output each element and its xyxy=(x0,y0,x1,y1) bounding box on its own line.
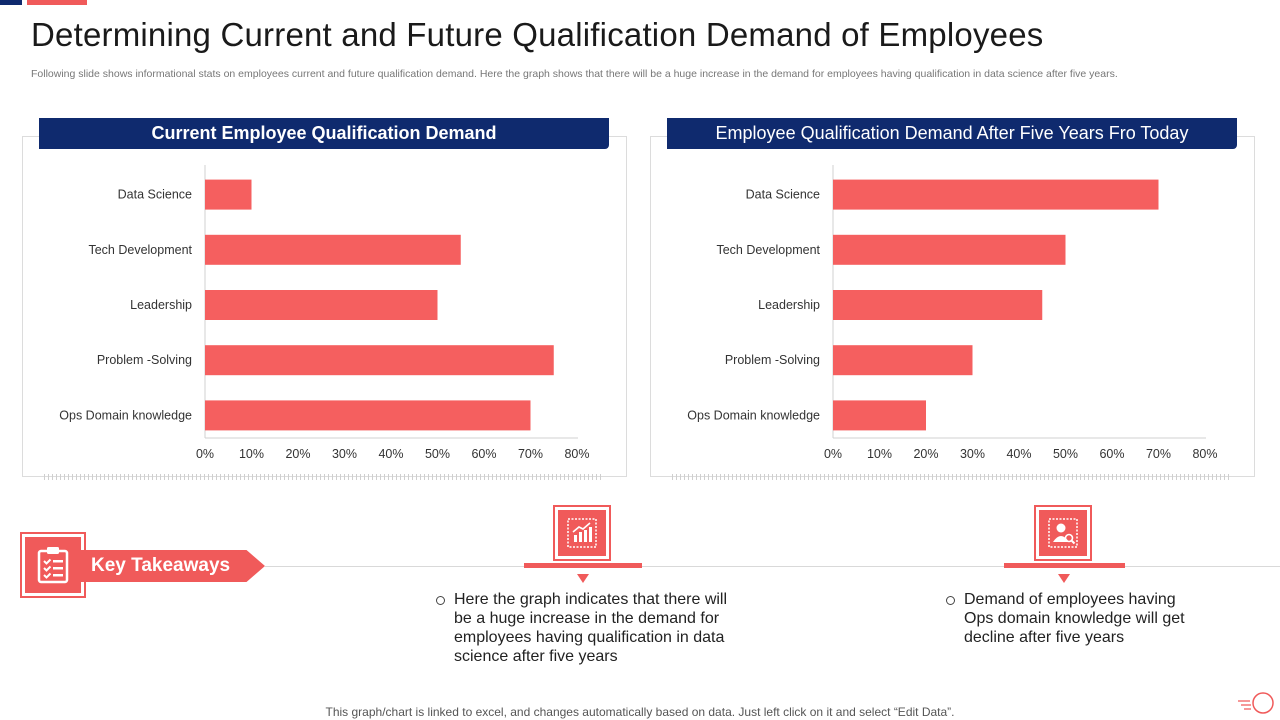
bullet-marker xyxy=(436,596,445,605)
feature-underline xyxy=(524,563,642,568)
bullet-marker xyxy=(946,596,955,605)
category-label: Tech Development xyxy=(716,243,820,257)
x-tick-label: 70% xyxy=(518,447,543,461)
x-tick-label: 20% xyxy=(913,447,938,461)
category-label: Problem -Solving xyxy=(97,353,192,367)
bar[interactable] xyxy=(205,234,461,265)
bar[interactable] xyxy=(833,234,1066,265)
bar[interactable] xyxy=(205,345,554,376)
x-tick-label: 10% xyxy=(239,447,264,461)
bar[interactable] xyxy=(205,290,438,320)
category-label: Leadership xyxy=(758,298,820,312)
x-tick-label: 10% xyxy=(867,447,892,461)
panel-footer-hatch xyxy=(672,474,1232,480)
category-label: Tech Development xyxy=(88,243,192,257)
future-demand-header: Employee Qualification Demand After Five… xyxy=(667,118,1237,149)
bar[interactable] xyxy=(205,400,531,431)
bar[interactable] xyxy=(833,400,926,431)
takeaway-text: Demand of employees having Ops domain kn… xyxy=(964,591,1185,646)
page-title: Determining Current and Future Qualifica… xyxy=(31,16,1044,53)
panel-footer-hatch xyxy=(44,474,604,480)
takeaway-item: Demand of employees having Ops domain kn… xyxy=(946,590,1196,647)
x-tick-label: 60% xyxy=(1099,447,1124,461)
user-search-icon xyxy=(1034,505,1092,561)
logo-icon xyxy=(1238,692,1274,714)
feature-underline xyxy=(1004,563,1125,568)
x-tick-label: 60% xyxy=(471,447,496,461)
category-label: Data Science xyxy=(118,188,192,202)
current-demand-chart[interactable]: Data Science Tech Development Leadership Pr… xyxy=(22,160,627,470)
takeaway-item: Here the graph indicates that there will… xyxy=(436,590,736,666)
bar[interactable] xyxy=(833,179,1159,210)
takeaways-divider xyxy=(265,566,1280,567)
page-subtitle: Following slide shows informational stat… xyxy=(31,68,1118,80)
x-tick-label: 40% xyxy=(378,447,403,461)
key-takeaways-label: Key Takeaways xyxy=(80,550,265,582)
feature-arrow xyxy=(577,574,589,583)
x-tick-label: 20% xyxy=(285,447,310,461)
x-tick-label: 30% xyxy=(332,447,357,461)
clipboard-icon xyxy=(20,532,86,598)
x-tick-label: 80% xyxy=(564,447,589,461)
top-accent-blue xyxy=(0,0,22,5)
bar-chart-icon xyxy=(553,505,611,561)
x-tick-label: 50% xyxy=(1053,447,1078,461)
bar[interactable] xyxy=(833,290,1043,320)
x-tick-label: 80% xyxy=(1192,447,1217,461)
x-tick-label: 40% xyxy=(1006,447,1031,461)
x-tick-label: 50% xyxy=(425,447,450,461)
x-tick-label: 30% xyxy=(960,447,985,461)
x-tick-label: 70% xyxy=(1146,447,1171,461)
future-demand-chart-svg: Data Science Tech Development Leadership Pr… xyxy=(687,165,1218,461)
category-label: Ops Domain knowledge xyxy=(687,408,820,422)
bar[interactable] xyxy=(833,345,973,376)
category-label: Leadership xyxy=(130,298,192,312)
feature-arrow xyxy=(1058,574,1070,583)
current-demand-chart-svg: Data Science Tech Development Leadership Pr… xyxy=(59,165,590,461)
bar[interactable] xyxy=(205,179,252,210)
top-accent-red xyxy=(27,0,87,5)
footer-note: This graph/chart is linked to excel, and… xyxy=(325,705,955,719)
category-label: Problem -Solving xyxy=(725,353,820,367)
x-tick-label: 0% xyxy=(196,447,214,461)
future-demand-chart[interactable]: Data Science Tech Development Leadership Pr… xyxy=(650,160,1255,470)
category-label: Ops Domain knowledge xyxy=(59,408,192,422)
current-demand-header: Current Employee Qualification Demand xyxy=(39,118,609,149)
x-tick-label: 0% xyxy=(824,447,842,461)
category-label: Data Science xyxy=(746,188,820,202)
takeaway-text: Here the graph indicates that there will… xyxy=(454,591,728,665)
